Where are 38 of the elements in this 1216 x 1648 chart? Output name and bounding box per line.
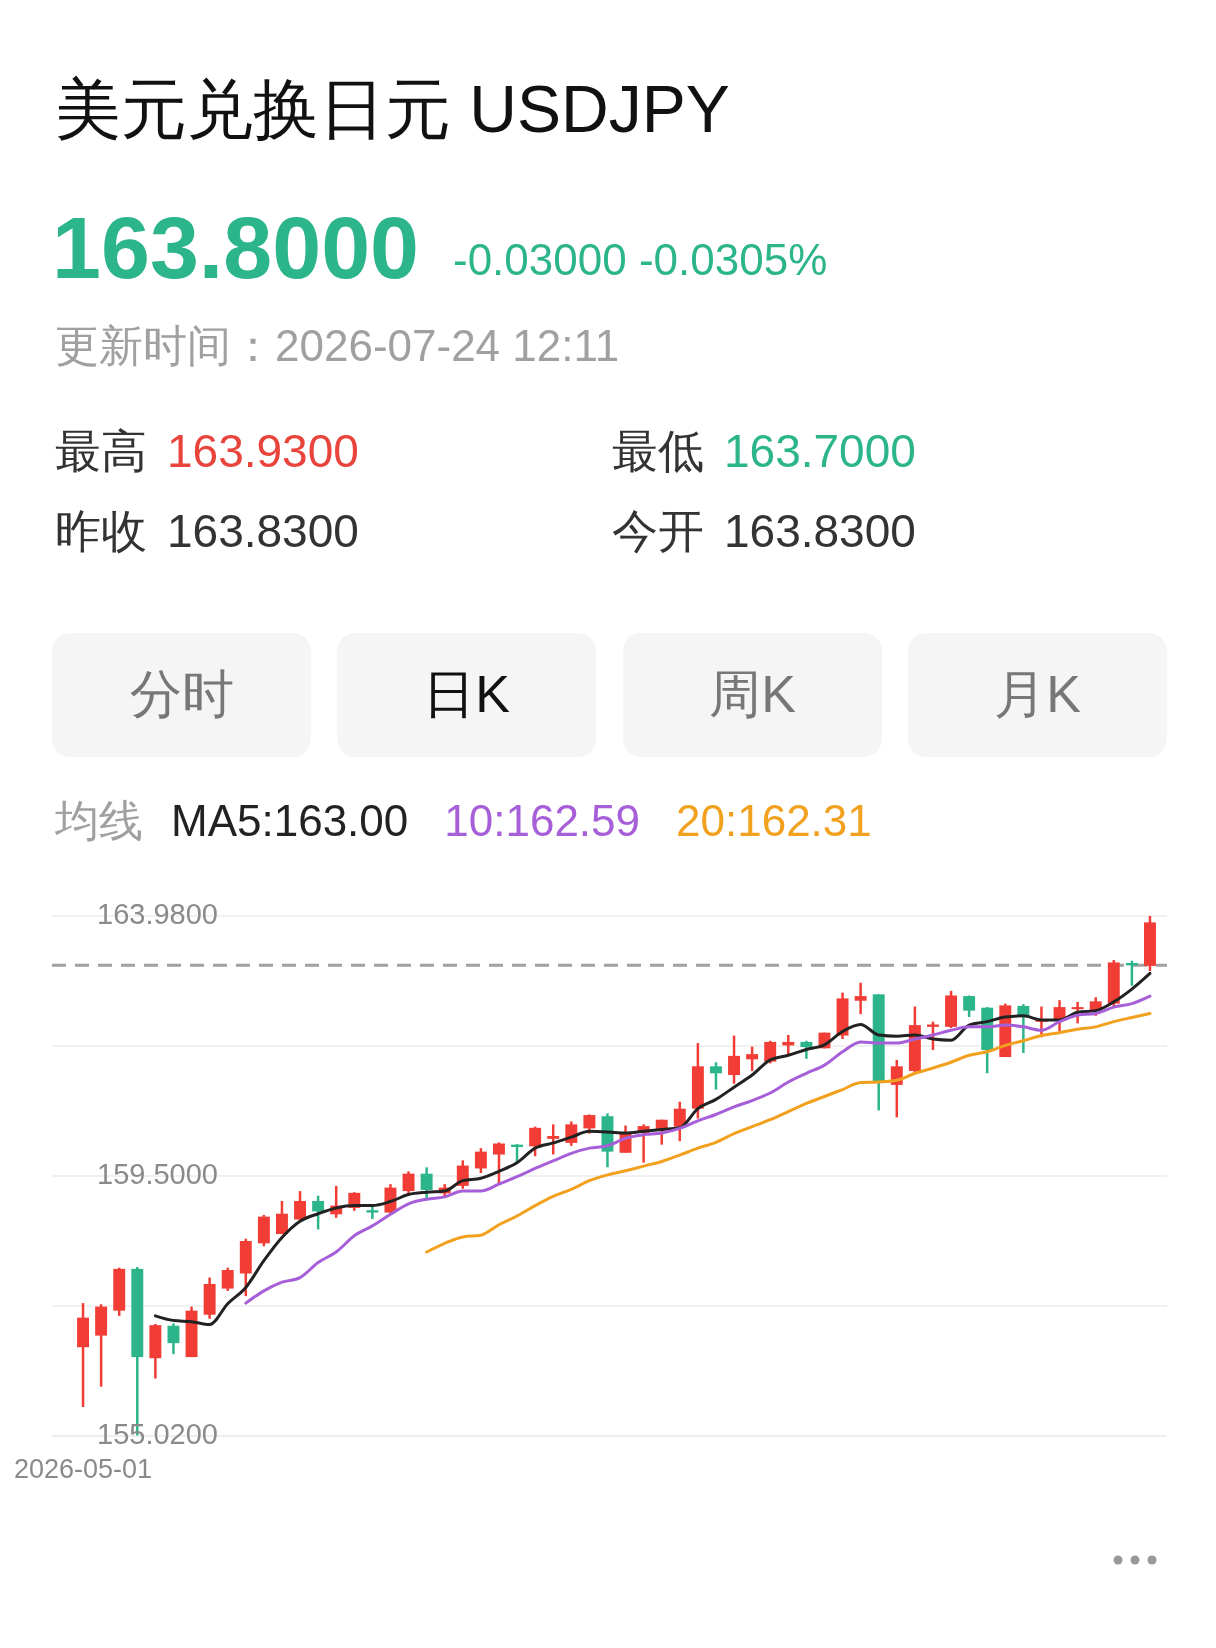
text: 分时 bbox=[129, 665, 234, 723]
chart-subtitle: 163.8000 bbox=[52, 198, 420, 297]
candlestick bbox=[854, 981, 867, 1016]
candlestick bbox=[420, 1166, 433, 1200]
candlestick bbox=[312, 1194, 325, 1231]
candlestick bbox=[221, 1266, 234, 1293]
chart-title: 美元兑换日元 USDJPY bbox=[55, 72, 730, 146]
x-tick-label: 2026-05-01 bbox=[13, 1454, 153, 1484]
candlestick bbox=[402, 1170, 415, 1196]
text: 10:162.59 bbox=[444, 796, 641, 845]
text: 今开 163.8300 bbox=[612, 505, 916, 557]
candlestick bbox=[167, 1322, 180, 1356]
text: 最低 163.7000 bbox=[612, 425, 916, 477]
y-tick-label: 155.0200 bbox=[97, 1417, 218, 1450]
text: 昨收 163.8300 bbox=[55, 505, 359, 557]
candlestick bbox=[492, 1141, 505, 1186]
candlestick bbox=[709, 1061, 722, 1091]
candlestick bbox=[547, 1123, 560, 1156]
text: 周K bbox=[709, 665, 797, 723]
text: -0.03000 -0.0305% bbox=[453, 235, 828, 284]
candlestick bbox=[673, 1100, 686, 1143]
line-series bbox=[244, 994, 1152, 1305]
text: 20:162.31 bbox=[676, 796, 872, 845]
candlestick bbox=[275, 1199, 288, 1236]
candlestick bbox=[728, 1034, 741, 1085]
y-tick-label: 163.9800 bbox=[97, 897, 218, 930]
candlestick bbox=[474, 1146, 487, 1175]
text: 日K bbox=[423, 665, 511, 723]
text: MA5:163.00 bbox=[171, 796, 409, 845]
text: 月K bbox=[994, 665, 1082, 723]
candlestick bbox=[583, 1113, 596, 1135]
text: 更新时间：2026-07-24 12:11 bbox=[55, 321, 620, 370]
line-series bbox=[425, 1012, 1152, 1254]
text: 最高 163.9300 bbox=[55, 425, 359, 477]
y-tick-label: 159.5000 bbox=[97, 1157, 218, 1190]
legend-title: 均线 bbox=[54, 796, 143, 845]
candlestick bbox=[529, 1125, 542, 1158]
candlestick bbox=[746, 1045, 759, 1073]
